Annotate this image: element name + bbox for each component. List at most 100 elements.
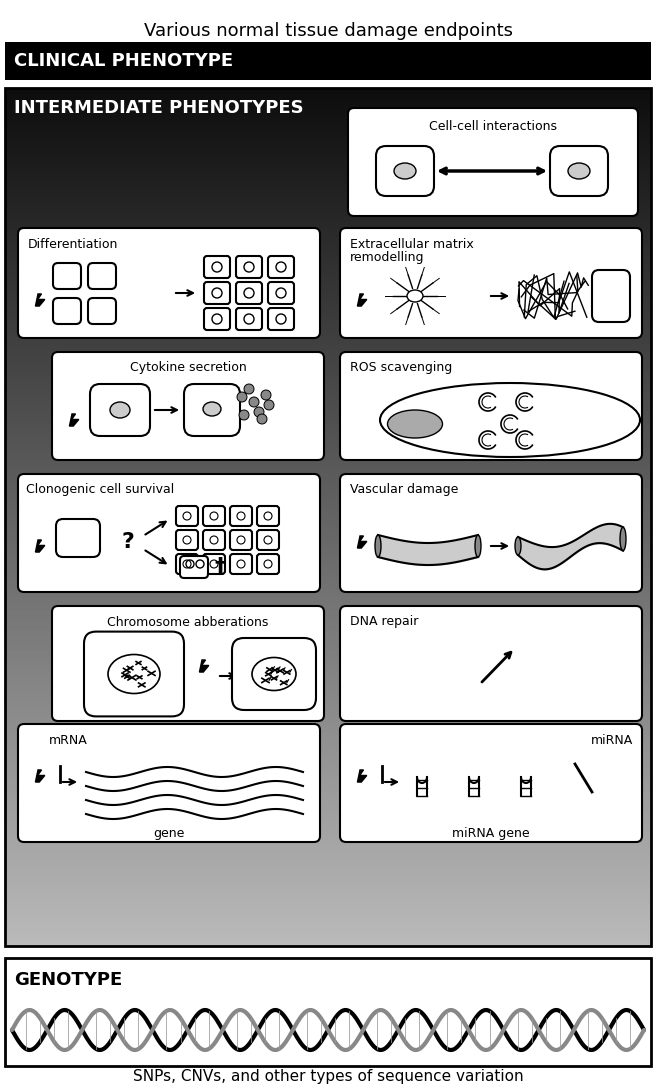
Bar <box>5 202 651 206</box>
Text: remodelling: remodelling <box>350 251 424 264</box>
Bar <box>5 182 651 187</box>
Bar <box>5 242 651 247</box>
Bar <box>5 792 651 795</box>
Text: GENOTYPE: GENOTYPE <box>14 971 122 989</box>
Polygon shape <box>35 539 45 553</box>
Bar <box>5 119 651 123</box>
Bar <box>5 672 651 675</box>
Bar <box>5 657 651 661</box>
Bar <box>5 186 651 189</box>
Ellipse shape <box>203 402 221 416</box>
Bar <box>5 497 651 501</box>
FancyBboxPatch shape <box>52 606 324 721</box>
Bar <box>5 631 651 636</box>
Bar <box>5 917 651 922</box>
Text: Extracellular matrix: Extracellular matrix <box>350 237 474 250</box>
Bar <box>5 786 651 790</box>
Bar <box>5 560 651 563</box>
Bar <box>5 237 651 240</box>
FancyBboxPatch shape <box>257 530 279 550</box>
Bar <box>5 580 651 584</box>
Bar <box>5 898 651 901</box>
Bar <box>5 857 651 862</box>
Text: Cytokine secretion: Cytokine secretion <box>130 361 247 375</box>
Bar <box>5 209 651 212</box>
Bar <box>5 149 651 152</box>
Bar <box>5 359 651 364</box>
FancyBboxPatch shape <box>18 474 320 592</box>
Bar <box>5 606 651 609</box>
Bar <box>5 454 651 458</box>
Bar <box>5 163 651 166</box>
Bar <box>5 363 651 367</box>
Bar <box>5 472 651 475</box>
Bar <box>5 863 651 867</box>
Bar <box>5 488 651 492</box>
Bar <box>5 299 651 304</box>
Bar <box>5 174 651 178</box>
Bar <box>5 283 651 286</box>
Bar <box>5 695 651 698</box>
FancyBboxPatch shape <box>232 638 316 710</box>
Polygon shape <box>358 770 367 782</box>
Bar <box>5 368 651 372</box>
Ellipse shape <box>380 383 640 456</box>
Bar <box>5 177 651 180</box>
Bar <box>5 534 651 538</box>
Bar <box>5 703 651 707</box>
FancyBboxPatch shape <box>56 519 100 557</box>
Circle shape <box>257 414 267 424</box>
Bar <box>5 809 651 812</box>
Bar <box>5 532 651 535</box>
Bar <box>5 543 651 547</box>
Bar <box>5 697 651 701</box>
Bar <box>5 428 651 432</box>
Bar <box>5 717 651 721</box>
Bar <box>5 652 651 655</box>
Bar <box>5 325 651 330</box>
Bar <box>5 511 651 515</box>
Bar <box>5 883 651 887</box>
Circle shape <box>264 400 274 410</box>
Bar <box>5 491 651 495</box>
Bar <box>5 923 651 927</box>
Bar <box>5 640 651 644</box>
Bar <box>5 909 651 913</box>
Bar <box>5 709 651 712</box>
FancyBboxPatch shape <box>257 554 279 574</box>
Bar <box>5 838 651 841</box>
Bar <box>5 921 651 924</box>
Bar <box>5 345 651 349</box>
FancyBboxPatch shape <box>88 263 116 289</box>
Circle shape <box>244 384 254 394</box>
Bar <box>5 154 651 157</box>
Ellipse shape <box>515 537 521 555</box>
Bar <box>5 257 651 261</box>
Bar <box>5 557 651 561</box>
Bar <box>5 276 651 281</box>
Bar <box>5 926 651 930</box>
Bar <box>5 860 651 864</box>
Bar <box>5 705 651 710</box>
Bar <box>5 660 651 664</box>
FancyBboxPatch shape <box>84 631 184 716</box>
Ellipse shape <box>252 657 296 690</box>
Bar <box>5 460 651 464</box>
Bar <box>5 151 651 155</box>
Bar <box>5 757 651 761</box>
Bar <box>5 691 651 696</box>
Bar <box>5 937 651 941</box>
Text: SNPs, CNVs, and other types of sequence variation: SNPs, CNVs, and other types of sequence … <box>133 1068 523 1083</box>
Bar <box>5 548 651 553</box>
Bar <box>5 382 651 387</box>
Bar <box>5 483 651 487</box>
Bar <box>5 232 651 235</box>
Ellipse shape <box>620 527 626 550</box>
Bar <box>5 720 651 724</box>
Bar <box>5 682 651 687</box>
Bar <box>5 165 651 169</box>
Bar <box>5 317 651 321</box>
Bar <box>5 803 651 807</box>
Text: gene: gene <box>154 828 185 841</box>
Bar <box>5 780 651 784</box>
